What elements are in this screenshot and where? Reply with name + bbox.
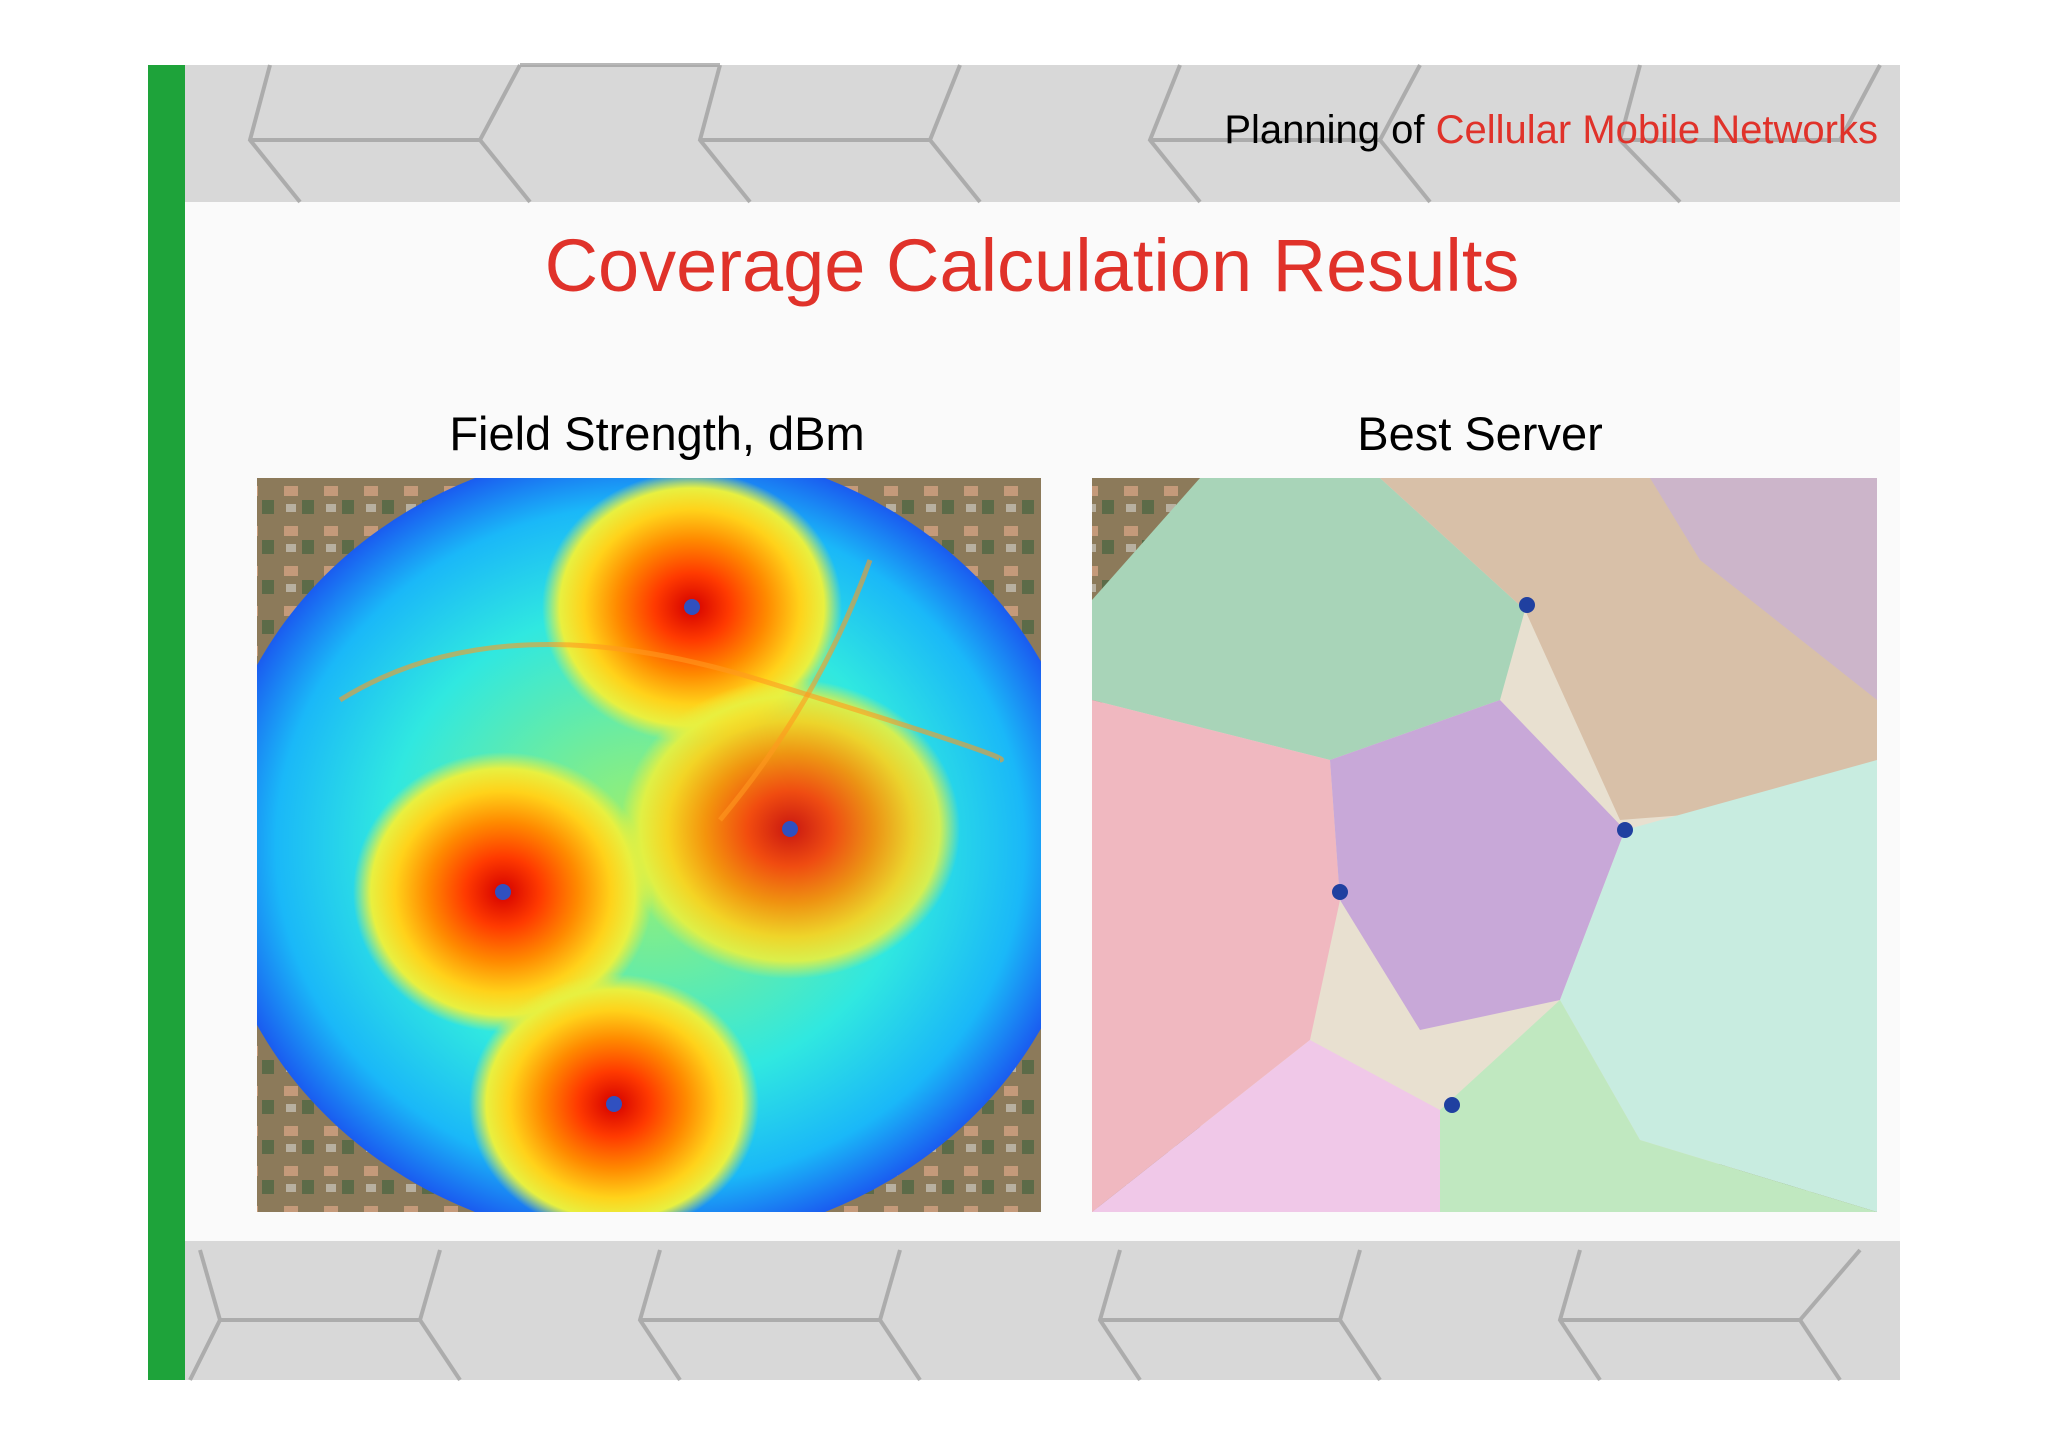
- header-prefix: Planning of: [1224, 108, 1425, 152]
- hex-pattern: [188, 63, 1882, 1382]
- header-highlight: Cellular Mobile Networks: [1436, 108, 1878, 152]
- field-strength-map: [257, 478, 1041, 1212]
- footer-band: [148, 1241, 1900, 1380]
- panel-caption: Field Strength, dBm: [449, 407, 864, 460]
- header-band: [148, 65, 1900, 202]
- best-server-map: [1092, 478, 1877, 1212]
- panel-caption: Best Server: [1357, 407, 1603, 460]
- header-text: Planning of Cellular Mobile Networks: [1224, 108, 1878, 152]
- accent-bar: [148, 65, 185, 1380]
- slide-title: Coverage Calculation Results: [545, 224, 1520, 307]
